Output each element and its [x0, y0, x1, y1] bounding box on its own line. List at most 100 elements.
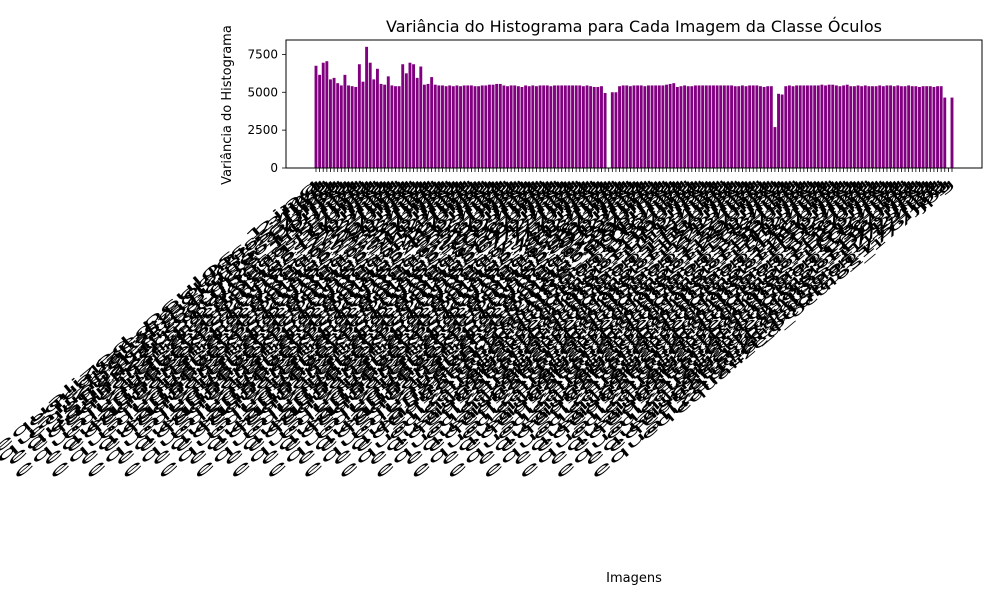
y-axis: 0 2500 5000 7500: [247, 47, 286, 175]
bars: [314, 46, 954, 168]
bar: [350, 86, 354, 168]
bar: [925, 86, 929, 168]
bar: [433, 84, 437, 168]
bar: [650, 85, 654, 168]
bar: [455, 85, 459, 168]
bar: [426, 83, 430, 168]
bar: [589, 86, 593, 168]
bar: [918, 86, 921, 168]
bar: [412, 64, 416, 168]
bar: [910, 86, 914, 168]
bar: [372, 79, 376, 168]
bar: [516, 86, 520, 168]
bar: [838, 86, 842, 168]
bar: [759, 86, 762, 168]
bar: [636, 85, 640, 168]
bar: [813, 85, 817, 168]
bar: [795, 85, 799, 168]
bar: [422, 84, 426, 168]
bar: [921, 86, 925, 168]
bar: [441, 85, 444, 168]
bar: [390, 85, 394, 168]
bar: [852, 86, 856, 168]
bar: [404, 73, 408, 168]
bar: [430, 77, 434, 168]
bar: [744, 86, 748, 168]
bar: [549, 86, 553, 168]
bar: [856, 85, 860, 168]
bar: [748, 85, 752, 168]
bar: [545, 85, 549, 168]
bar: [553, 85, 556, 168]
bar: [665, 84, 668, 168]
bar: [896, 85, 900, 168]
bar: [834, 85, 838, 168]
bar: [610, 92, 614, 168]
bar: [643, 86, 647, 168]
bar: [730, 85, 734, 168]
bar: [506, 86, 509, 168]
bar: [542, 85, 546, 168]
bar: [849, 86, 853, 168]
bar: [329, 79, 332, 168]
bar: [632, 85, 636, 168]
bar: [842, 85, 846, 168]
bar: [798, 85, 802, 168]
bar: [592, 86, 596, 168]
bar: [697, 85, 701, 168]
bar: [495, 83, 499, 168]
bar: [874, 86, 878, 168]
bar: [448, 85, 452, 168]
bar: [509, 85, 513, 168]
bar: [899, 86, 903, 168]
bar: [784, 86, 788, 168]
x-tick-labels: equalized_oculos_1.jpgequalized_oculos_2…: [0, 176, 957, 482]
bar: [354, 86, 358, 168]
bar: [531, 85, 535, 168]
bar: [863, 85, 867, 168]
bar: [462, 85, 466, 168]
bar: [773, 127, 777, 168]
bar: [715, 85, 719, 168]
bar: [809, 85, 813, 168]
bar: [556, 85, 560, 168]
bar: [733, 86, 737, 168]
bar: [394, 86, 397, 168]
bar: [614, 92, 618, 168]
bar: [860, 86, 864, 168]
bar: [845, 84, 849, 168]
bar: [827, 84, 831, 168]
bar: [722, 85, 726, 168]
bar: [943, 97, 947, 168]
bar: [939, 86, 943, 168]
bar: [740, 85, 744, 168]
bar: [361, 81, 365, 168]
bar: [928, 86, 932, 168]
bar: [318, 74, 322, 168]
bar: [408, 62, 412, 168]
bar: [704, 85, 708, 168]
bar: [401, 64, 405, 168]
bar: [907, 85, 911, 168]
bar: [336, 83, 340, 168]
x-axis-label: Imagens: [606, 571, 662, 586]
bar: [762, 86, 766, 168]
bar: [668, 83, 672, 168]
bar: [802, 85, 806, 168]
bar: [321, 62, 325, 168]
bar: [712, 85, 715, 168]
bar: [574, 85, 578, 168]
bar: [654, 85, 658, 168]
bar: [343, 74, 347, 168]
bar: [560, 85, 564, 168]
y-axis-label: Variância do Histograma: [220, 25, 235, 185]
bar: [787, 85, 791, 168]
bar: [737, 86, 741, 168]
bar: [791, 86, 795, 168]
bar: [686, 86, 690, 168]
bar: [683, 85, 687, 168]
plot-frame: [285, 39, 983, 169]
bar: [571, 85, 575, 168]
bar: [701, 85, 705, 168]
bar: [491, 84, 495, 168]
